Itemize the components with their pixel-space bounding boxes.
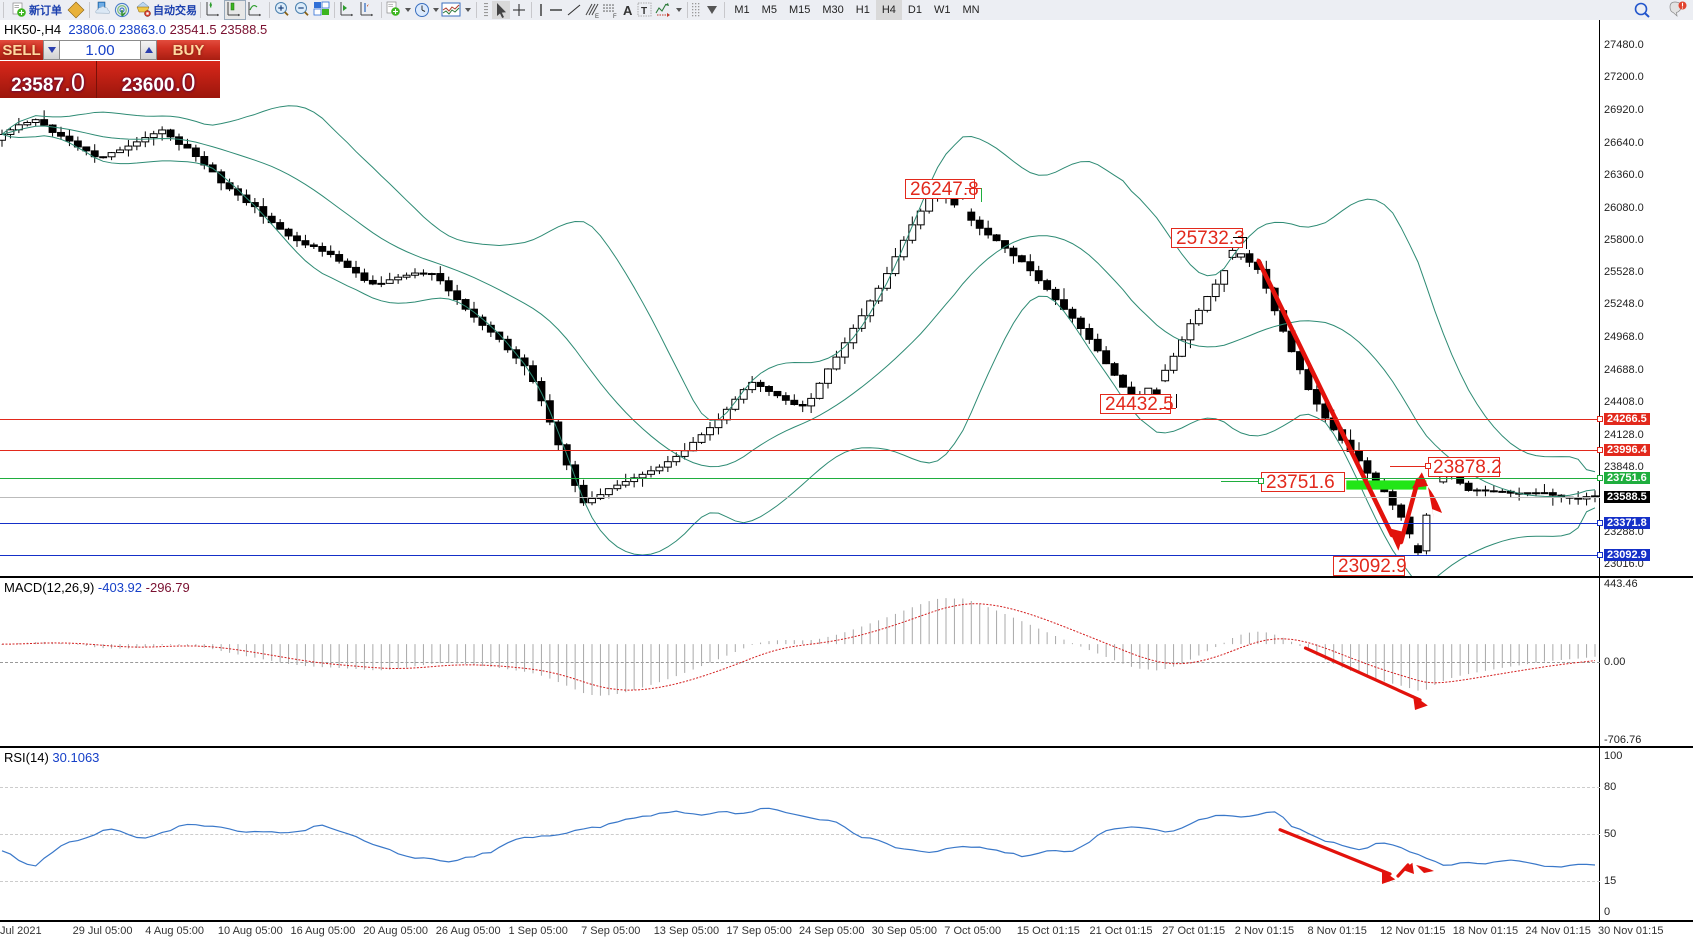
svg-text:F: F [613,14,617,19]
svg-text:E: E [595,14,599,19]
svg-text:T: T [641,6,647,17]
